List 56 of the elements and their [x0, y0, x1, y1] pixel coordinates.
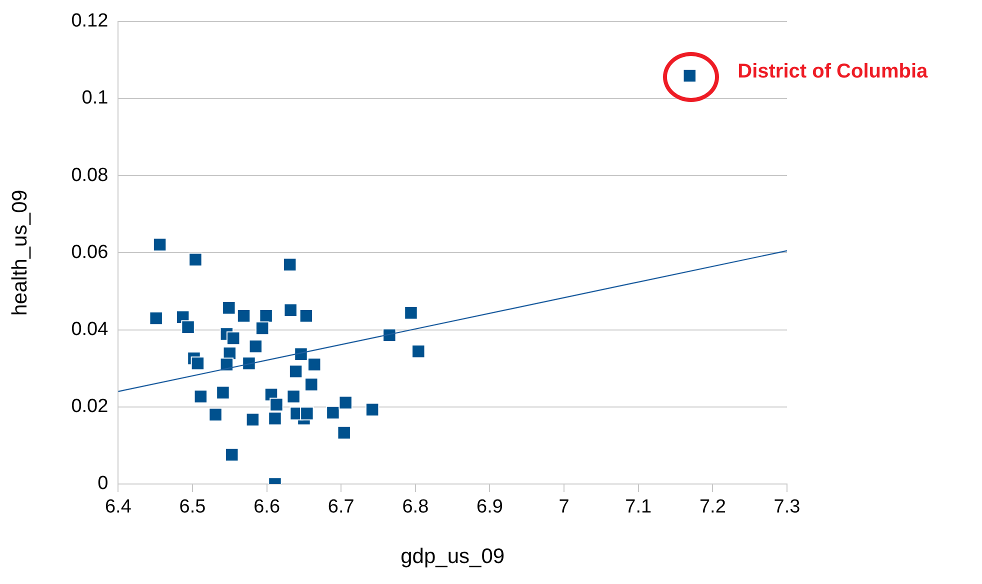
y-tick-label: 0	[98, 473, 108, 494]
y-tick-label: 0.1	[82, 88, 108, 109]
point	[208, 408, 222, 422]
point	[294, 347, 308, 361]
x-tick-label: 7	[558, 496, 570, 518]
y-tick-label: 0.12	[71, 10, 108, 32]
point	[246, 412, 260, 426]
y-tick-label: 0.06	[71, 242, 108, 263]
point	[242, 356, 256, 370]
point	[338, 396, 352, 410]
point	[288, 364, 303, 378]
y-axis-title: health_us_09	[8, 190, 32, 316]
point	[225, 448, 239, 462]
x-axis-title: gdp_us_09	[400, 545, 505, 568]
x-tick-label: 6.4	[104, 496, 132, 518]
point	[220, 358, 234, 372]
point	[300, 406, 314, 420]
point	[284, 303, 298, 318]
point	[268, 412, 282, 426]
point	[299, 309, 314, 323]
point	[181, 320, 195, 334]
point	[216, 386, 230, 400]
x-tick-label: 6.8	[402, 496, 429, 518]
point	[382, 328, 396, 342]
point	[222, 300, 236, 315]
x-tick-label: 6.7	[328, 496, 354, 518]
point	[270, 398, 284, 412]
y-tick-label: 0.08	[71, 164, 108, 186]
point	[236, 309, 251, 323]
x-tick-label: 6.5	[179, 496, 206, 518]
point	[255, 321, 270, 336]
y-tick-label: 0.04	[71, 319, 109, 340]
point	[308, 358, 322, 372]
annotation: District of Columbia	[738, 60, 929, 82]
point	[286, 390, 300, 404]
point	[412, 344, 426, 358]
point	[248, 340, 263, 354]
y-tick-label: 0.02	[71, 396, 108, 418]
point	[190, 356, 205, 370]
x-tick-label: 7.1	[625, 496, 652, 518]
point	[152, 238, 167, 252]
point	[194, 390, 208, 404]
x-tick-label: 7.3	[774, 496, 800, 518]
point	[365, 402, 380, 416]
x-tick-label: 7.2	[699, 496, 726, 518]
point	[282, 258, 297, 272]
x-tick-label: 6.9	[476, 496, 503, 518]
point	[188, 252, 202, 267]
point	[337, 426, 351, 440]
point	[226, 331, 240, 346]
x-tick-label: 6.6	[254, 496, 280, 518]
point	[304, 378, 318, 392]
point	[149, 311, 163, 326]
point	[259, 309, 273, 323]
point	[404, 306, 418, 320]
point	[326, 406, 340, 420]
